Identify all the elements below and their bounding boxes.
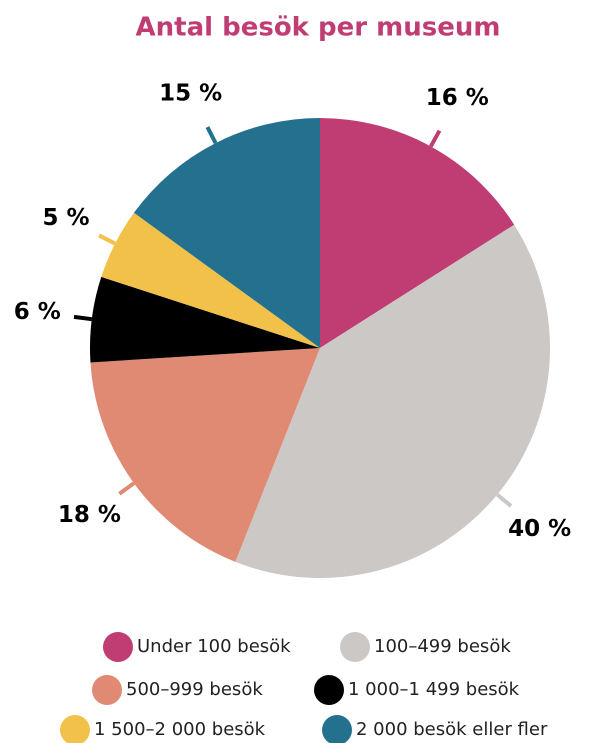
legend-label: Under 100 besök xyxy=(137,636,291,657)
chart-title: Antal besök per museum xyxy=(136,13,501,43)
pie-slice xyxy=(235,224,550,578)
value-label: 5 % xyxy=(43,205,90,231)
leader-line xyxy=(429,129,442,148)
legend-swatch xyxy=(92,675,122,705)
legend-swatch xyxy=(340,632,370,662)
pie-slice xyxy=(320,118,515,348)
legend-label: 1 000–1 499 besök xyxy=(348,679,520,700)
leader-line xyxy=(495,493,513,508)
legend-swatch xyxy=(322,715,352,743)
pie-slice xyxy=(133,118,320,348)
value-label: 15 % xyxy=(159,81,222,107)
leader-line xyxy=(205,126,218,144)
pie-slice xyxy=(101,212,320,348)
leader-line xyxy=(73,314,93,322)
value-label: 6 % xyxy=(14,299,61,325)
legend-swatch xyxy=(103,632,133,662)
legend-label: 100–499 besök xyxy=(374,636,511,657)
pie-slice xyxy=(89,276,320,363)
legend-swatch xyxy=(314,675,344,705)
legend-swatch xyxy=(60,715,90,743)
legend-label: 2 000 besök eller fler xyxy=(356,719,548,740)
leader-line xyxy=(98,233,116,246)
pie-slice xyxy=(90,348,320,562)
legend-label: 1 500–2 000 besök xyxy=(94,719,266,740)
leader-line xyxy=(118,481,136,496)
value-label: 18 % xyxy=(58,502,121,528)
legend-label: 500–999 besök xyxy=(126,679,263,700)
value-label: 16 % xyxy=(426,85,489,111)
value-label: 40 % xyxy=(508,516,571,542)
